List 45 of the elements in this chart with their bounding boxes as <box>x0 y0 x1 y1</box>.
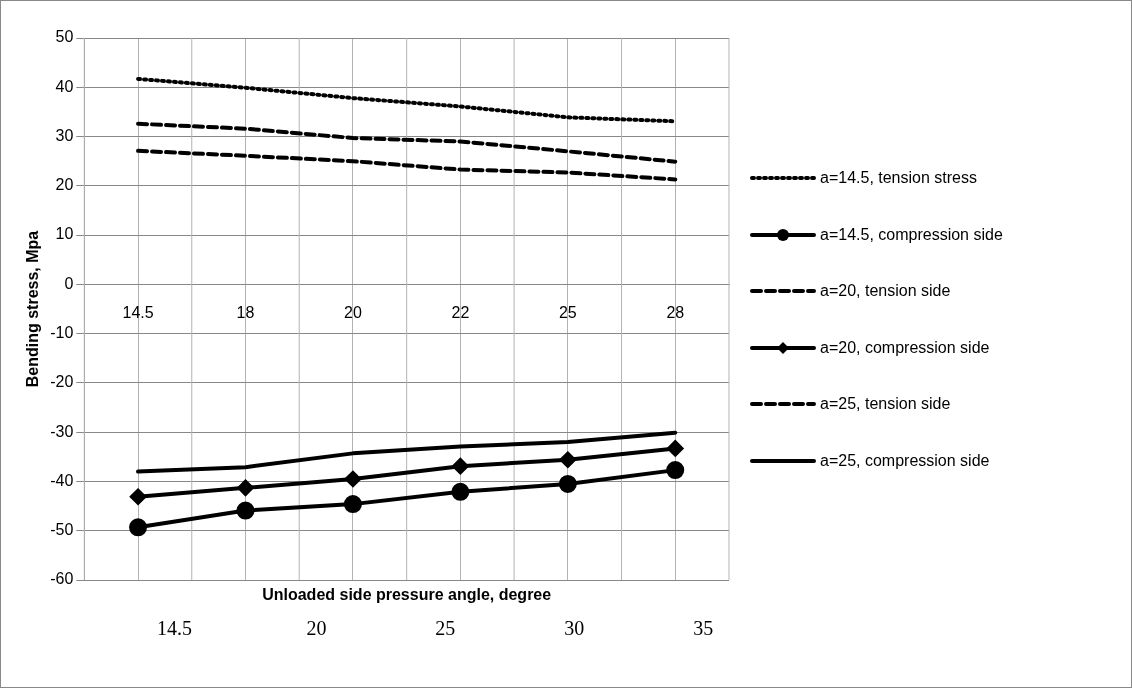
point <box>130 488 147 505</box>
legend-label: a=14.5, tension stress <box>820 169 977 188</box>
y-tick-label: -30 <box>50 422 74 440</box>
y-tick-label: -40 <box>50 471 74 489</box>
x-tick-label: 20 <box>344 304 362 322</box>
x2-tick-label: 35 <box>693 617 714 640</box>
point <box>129 518 148 537</box>
x2-tick-label: 25 <box>435 617 456 640</box>
y-tick-label: 20 <box>55 176 74 194</box>
y-tick-label: -60 <box>50 570 74 588</box>
x-tick-label: 28 <box>666 304 685 322</box>
y-tick-label: 10 <box>55 225 74 243</box>
x-tick-label: 25 <box>558 304 577 322</box>
x-tick-label: 18 <box>236 304 255 322</box>
point <box>344 470 361 487</box>
x-axis-title: Unloaded side pressure angle, degree <box>262 586 552 604</box>
point <box>667 440 684 457</box>
x2-tick-label: 20 <box>306 617 327 640</box>
y-tick-label: -50 <box>50 521 74 539</box>
point <box>452 458 469 475</box>
y-axis-title: Bending stress, Mpa <box>24 230 42 388</box>
point <box>343 495 362 514</box>
point <box>559 451 576 468</box>
legend-label: a=25, compression side <box>820 451 990 470</box>
y-tick-label: -20 <box>50 373 74 391</box>
legend-label: a=25, tension side <box>820 395 951 414</box>
point <box>451 482 470 501</box>
x2-tick-label: 30 <box>564 617 585 640</box>
x-tick-label: 14.5 <box>122 304 154 322</box>
y-tick-label: 30 <box>55 126 74 144</box>
legend-label: a=20, compression side <box>820 338 990 357</box>
line-series <box>136 121 678 164</box>
y-tick-label: 40 <box>55 77 74 95</box>
point <box>558 474 577 493</box>
point <box>236 501 255 520</box>
y-tick-label: 0 <box>64 274 74 292</box>
legend-label: a=14.5, compression side <box>820 225 1003 244</box>
x2-tick-label: 14.5 <box>157 617 193 640</box>
x-tick-label: 22 <box>451 304 470 322</box>
line-series <box>136 148 678 182</box>
legend-label: a=20, tension side <box>820 282 951 301</box>
y-tick-label: 50 <box>55 28 74 46</box>
point <box>237 479 254 496</box>
y-tick-label: -10 <box>50 324 74 342</box>
point <box>666 461 685 480</box>
